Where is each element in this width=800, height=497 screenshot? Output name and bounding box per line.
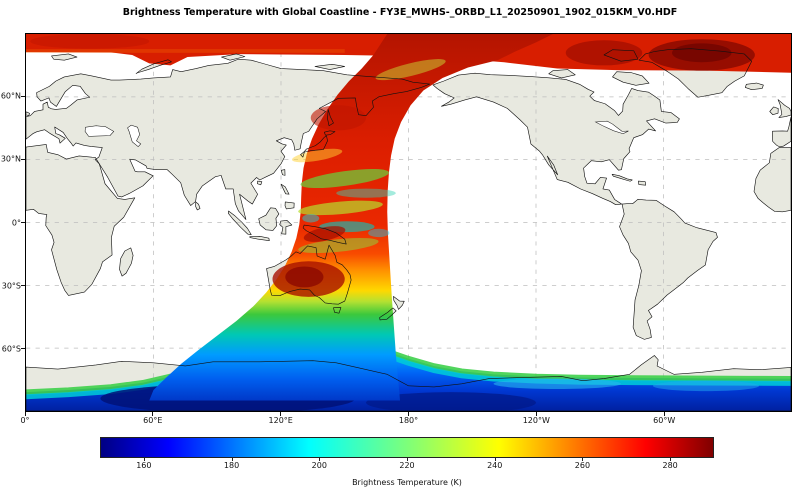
map-axes <box>25 33 792 412</box>
x-axis-tick <box>663 412 665 416</box>
x-tick-label: 60°E <box>143 416 163 425</box>
lakes-layer <box>84 120 629 148</box>
colorbar-tick <box>494 458 496 461</box>
colorbar-tick <box>670 458 672 461</box>
x-tick-label: 180° <box>398 416 419 425</box>
y-axis-tick <box>21 222 25 223</box>
plot-title: Brightness Temperature with Global Coast… <box>122 7 678 18</box>
colorbar-label: Brightness Temperature (K) <box>352 478 462 487</box>
y-tick-label: 30°S <box>1 281 21 291</box>
x-tick-label: 120°E <box>268 416 293 425</box>
colorbar-tick-label: 220 <box>399 461 415 470</box>
x-tick-label: 0° <box>20 416 30 425</box>
swath-descending-band <box>149 34 553 401</box>
x-axis-tick <box>535 412 537 416</box>
y-tick-label: 0° <box>11 218 21 227</box>
y-tick-label: 60°N <box>0 91 21 101</box>
colorbar-tick-label: 180 <box>223 461 240 470</box>
colorbar-tick <box>407 458 408 461</box>
colorbar-tick-label: 160 <box>136 461 152 470</box>
colorbar <box>100 437 714 458</box>
x-axis-tick <box>24 412 26 416</box>
x-tick-label: 60°W <box>653 416 676 425</box>
colorbar-tick <box>319 458 321 461</box>
colorbar-tick-label: 240 <box>487 461 503 470</box>
y-tick-label: 60°S <box>1 344 21 354</box>
colorbar-gradient <box>101 438 713 457</box>
colorbar-tick-label: 260 <box>574 461 591 470</box>
colorbar-tick <box>143 458 145 461</box>
y-axis-tick <box>21 95 25 97</box>
x-tick-label: 120°W <box>522 416 550 425</box>
colorbar-tick <box>231 458 233 461</box>
y-axis-tick <box>21 348 25 350</box>
colorbar-tick-label: 280 <box>662 461 678 470</box>
world-map-svg <box>26 34 791 411</box>
y-axis-tick <box>21 158 25 160</box>
y-tick-label: 30°N <box>0 154 21 164</box>
x-axis-tick <box>152 412 154 416</box>
colorbar-tick <box>582 458 584 461</box>
colorbar-tick-label: 200 <box>311 461 327 470</box>
y-axis-tick <box>21 285 25 287</box>
colorbar-ticks: 160 180 200 220 240 260 280 <box>100 458 714 473</box>
x-axis-tick <box>408 412 409 416</box>
x-axis-tick <box>280 412 282 416</box>
